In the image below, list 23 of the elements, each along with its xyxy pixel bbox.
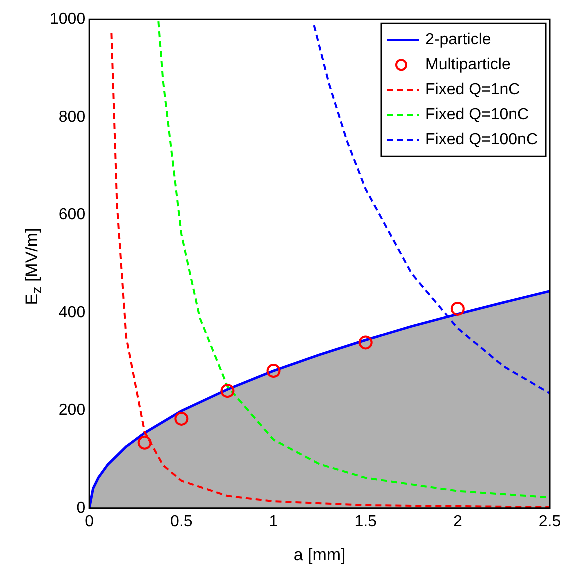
legend-label: Multiparticle <box>425 56 511 74</box>
y-tick-label: 800 <box>58 108 86 126</box>
x-tick-label: 2.5 <box>538 513 562 530</box>
y-tick-label: 200 <box>58 402 86 420</box>
x-axis-title: a [mm] <box>294 545 346 564</box>
x-tick-label: 2 <box>453 513 462 530</box>
legend-label: Fixed Q=10nC <box>425 106 530 124</box>
y-tick-label: 0 <box>76 500 86 517</box>
point <box>138 436 152 450</box>
point <box>358 336 373 350</box>
point <box>220 384 235 398</box>
point <box>174 412 189 426</box>
y-tick-label: 600 <box>58 206 86 224</box>
legend-label: Fixed Q=1nC <box>425 82 520 99</box>
x-tick-label: 1.5 <box>354 513 378 530</box>
legend-label: 2-particle <box>425 32 492 49</box>
point <box>266 364 281 378</box>
x-tick-label: 0.5 <box>170 513 193 530</box>
x-tick-label: 1 <box>269 513 278 530</box>
y-tick-label: 400 <box>58 304 86 322</box>
point <box>450 302 465 316</box>
y-tick-label: 1000 <box>50 11 86 28</box>
legend-label: Fixed Q=100nC <box>425 132 538 149</box>
